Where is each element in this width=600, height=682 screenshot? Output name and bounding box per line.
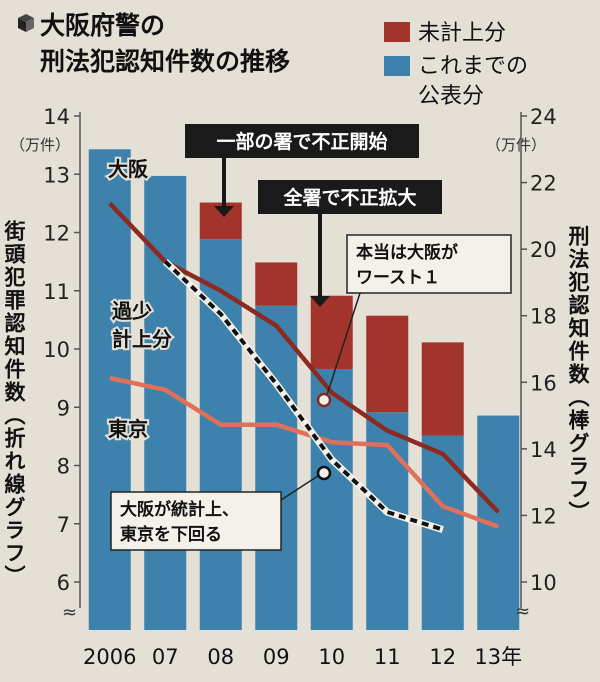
left-tick-label-13: 13 — [43, 163, 70, 187]
left-tick-label-11: 11 — [43, 280, 70, 304]
left-axis-unit: （万件） — [10, 136, 70, 154]
bar-published-09 — [255, 306, 297, 630]
right-tick-label-12: 12 — [530, 504, 557, 528]
right-axis-ticks: 10 12 14 16 18 20 22 24 — [521, 105, 557, 608]
marker-crossover-2010 — [318, 467, 330, 479]
right-axis-unit: （万件） — [486, 136, 546, 154]
left-tick-label-9: 9 — [57, 396, 70, 420]
annotation-worst: 本当は大阪が ワースト１ — [326, 235, 511, 398]
right-tick-label-18: 18 — [530, 305, 557, 329]
chart-title: 大阪府警の 刑法犯認知件数の推移 — [18, 11, 290, 76]
bar-unreported-10 — [311, 296, 353, 369]
legend-label-published-1: これまでの — [418, 54, 528, 79]
marker-osaka-2010 — [318, 394, 330, 406]
right-tick-label-16: 16 — [530, 371, 557, 395]
title-line1: 大阪府警の — [40, 11, 165, 40]
label-underreport-1: 過少 — [112, 299, 152, 323]
annotation-all-offices-text: 全署で不正拡大 — [282, 186, 416, 209]
label-tokyo: 東京 — [108, 417, 148, 441]
bar-unreported-11 — [366, 316, 408, 413]
bar-published-12 — [422, 436, 464, 630]
left-tick-label-14: 14 — [43, 105, 70, 129]
x-tick-label-10: 10 — [318, 645, 345, 669]
x-tick-label-12: 12 — [429, 645, 456, 669]
legend-swatch-unreported — [384, 22, 410, 42]
legend-label-published-2: 公表分 — [418, 84, 484, 109]
right-tick-label-10: 10 — [530, 571, 557, 595]
annotation-below-text-2: 東京を下回る — [120, 524, 222, 545]
legend-swatch-published — [384, 56, 410, 76]
right-tick-label-20: 20 — [530, 238, 557, 262]
right-tick-label-14: 14 — [530, 438, 557, 462]
annotation-below-text-1: 大阪が統計上、 — [120, 499, 239, 520]
title-line2: 刑法犯認知件数の推移 — [40, 47, 290, 76]
right-axis-break: ≈ — [515, 601, 530, 622]
bar-published-10 — [311, 369, 353, 630]
x-tick-label-09: 09 — [263, 645, 290, 669]
annotation-some-offices-text: 一部の署で不正開始 — [216, 130, 387, 153]
left-axis-label: 街頭犯罪認知件数（折れ線グラフ） — [2, 219, 27, 588]
annotation-worst-text-1: 本当は大阪が — [356, 242, 458, 263]
left-tick-label-7: 7 — [57, 513, 70, 537]
x-tick-label-08: 08 — [207, 645, 234, 669]
right-tick-label-24: 24 — [530, 105, 557, 129]
left-tick-label-8: 8 — [57, 455, 70, 479]
left-tick-label-10: 10 — [43, 338, 70, 362]
x-tick-label-07: 07 — [152, 645, 179, 669]
bar-unreported-09 — [255, 262, 297, 305]
legend-label-unreported: 未計上分 — [418, 21, 506, 46]
left-tick-label-6: 6 — [57, 571, 70, 595]
legend: 未計上分 これまでの 公表分 — [384, 21, 528, 109]
left-axis-break: ≈ — [62, 602, 77, 623]
label-underreport-2: 計上分 — [112, 327, 172, 351]
right-tick-label-22: 22 — [530, 172, 557, 196]
x-tick-label-2006: 2006 — [83, 645, 136, 669]
x-axis-tick-labels: 2006 07 08 09 10 11 12 13年 — [83, 645, 522, 669]
left-axis-ticks: 6 7 8 9 10 11 12 13 14 — [43, 105, 80, 608]
cube-icon — [18, 14, 34, 32]
x-tick-label-13年: 13年 — [474, 645, 522, 669]
x-tick-label-11: 11 — [374, 645, 401, 669]
right-axis-label: 刑法犯認知件数（棒グラフ） — [566, 225, 591, 524]
annotation-worst-text-2: ワースト１ — [356, 268, 440, 288]
bars-layer — [89, 149, 520, 630]
label-osaka: 大阪 — [108, 157, 149, 181]
bar-unreported-12 — [422, 342, 464, 435]
left-tick-label-12: 12 — [43, 222, 70, 246]
